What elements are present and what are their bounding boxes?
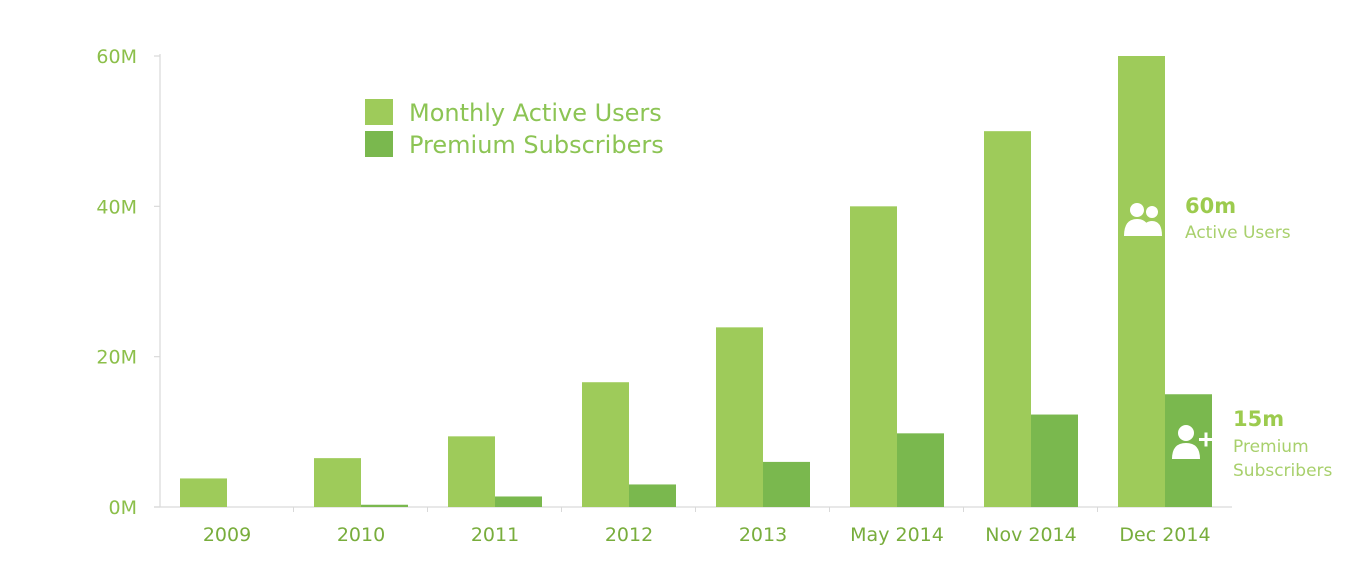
bar-premium-subscribers-2013 [763, 461, 810, 507]
legend-label-active-users: Monthly Active Users [409, 99, 662, 127]
bar-premium-subscribers-2010 [361, 504, 408, 507]
callouts: 60m Active Users 15m Premium Subscribers [1124, 194, 1333, 481]
callout-premium-value: 15m [1233, 407, 1284, 431]
legend-swatch-premium-subscribers [365, 131, 393, 157]
add-user-icon [1172, 425, 1213, 459]
x-tick-labels: 2009 2010 2011 2012 2013 May 2014 Nov 2014 Dec … [203, 524, 1211, 546]
bar-premium-subscribers-nov-2014 [1031, 414, 1078, 507]
bar-active-users-2013 [716, 327, 763, 507]
bar-active-users-2010 [314, 458, 361, 507]
y-tick-labels: 0M 20M 40M 60M [96, 46, 137, 519]
bar-active-users-may-2014 [850, 206, 897, 508]
callout-premium-label-line1: Premium [1233, 437, 1309, 457]
bar-active-users-dec-2014 [1118, 56, 1165, 507]
y-tick-label: 20M [96, 347, 137, 369]
x-tick-label: 2010 [337, 524, 385, 546]
y-tick-label: 0M [109, 497, 137, 519]
callout-active-users-label: Active Users [1185, 223, 1291, 243]
callout-active-users-value: 60m [1185, 194, 1236, 218]
legend: Monthly Active Users Premium Subscribers [365, 99, 664, 159]
bar-active-users-2012 [582, 382, 629, 507]
callout-premium-label-line2: Subscribers [1233, 461, 1333, 481]
y-tick-label: 40M [96, 196, 137, 218]
x-tick-label: 2011 [471, 524, 519, 546]
x-tick-label: Nov 2014 [985, 524, 1076, 546]
bar-active-users-2011 [448, 436, 495, 507]
users-icon [1124, 203, 1162, 236]
x-tick-label: 2012 [605, 524, 653, 546]
bar-active-users-2009 [180, 478, 227, 507]
x-tick-label: Dec 2014 [1119, 524, 1210, 546]
bar-active-users-nov-2014 [984, 131, 1031, 507]
y-tick-label: 60M [96, 46, 137, 68]
legend-swatch-active-users [365, 99, 393, 125]
legend-label-premium-subscribers: Premium Subscribers [409, 131, 664, 159]
x-tick-label: 2009 [203, 524, 251, 546]
bars [180, 56, 1212, 508]
bar-premium-subscribers-may-2014 [897, 433, 944, 507]
bar-premium-subscribers-2012 [629, 484, 676, 507]
x-tick-label: 2013 [739, 524, 787, 546]
x-tick-label: May 2014 [850, 524, 944, 546]
bar-premium-subscribers-2011 [495, 496, 542, 507]
